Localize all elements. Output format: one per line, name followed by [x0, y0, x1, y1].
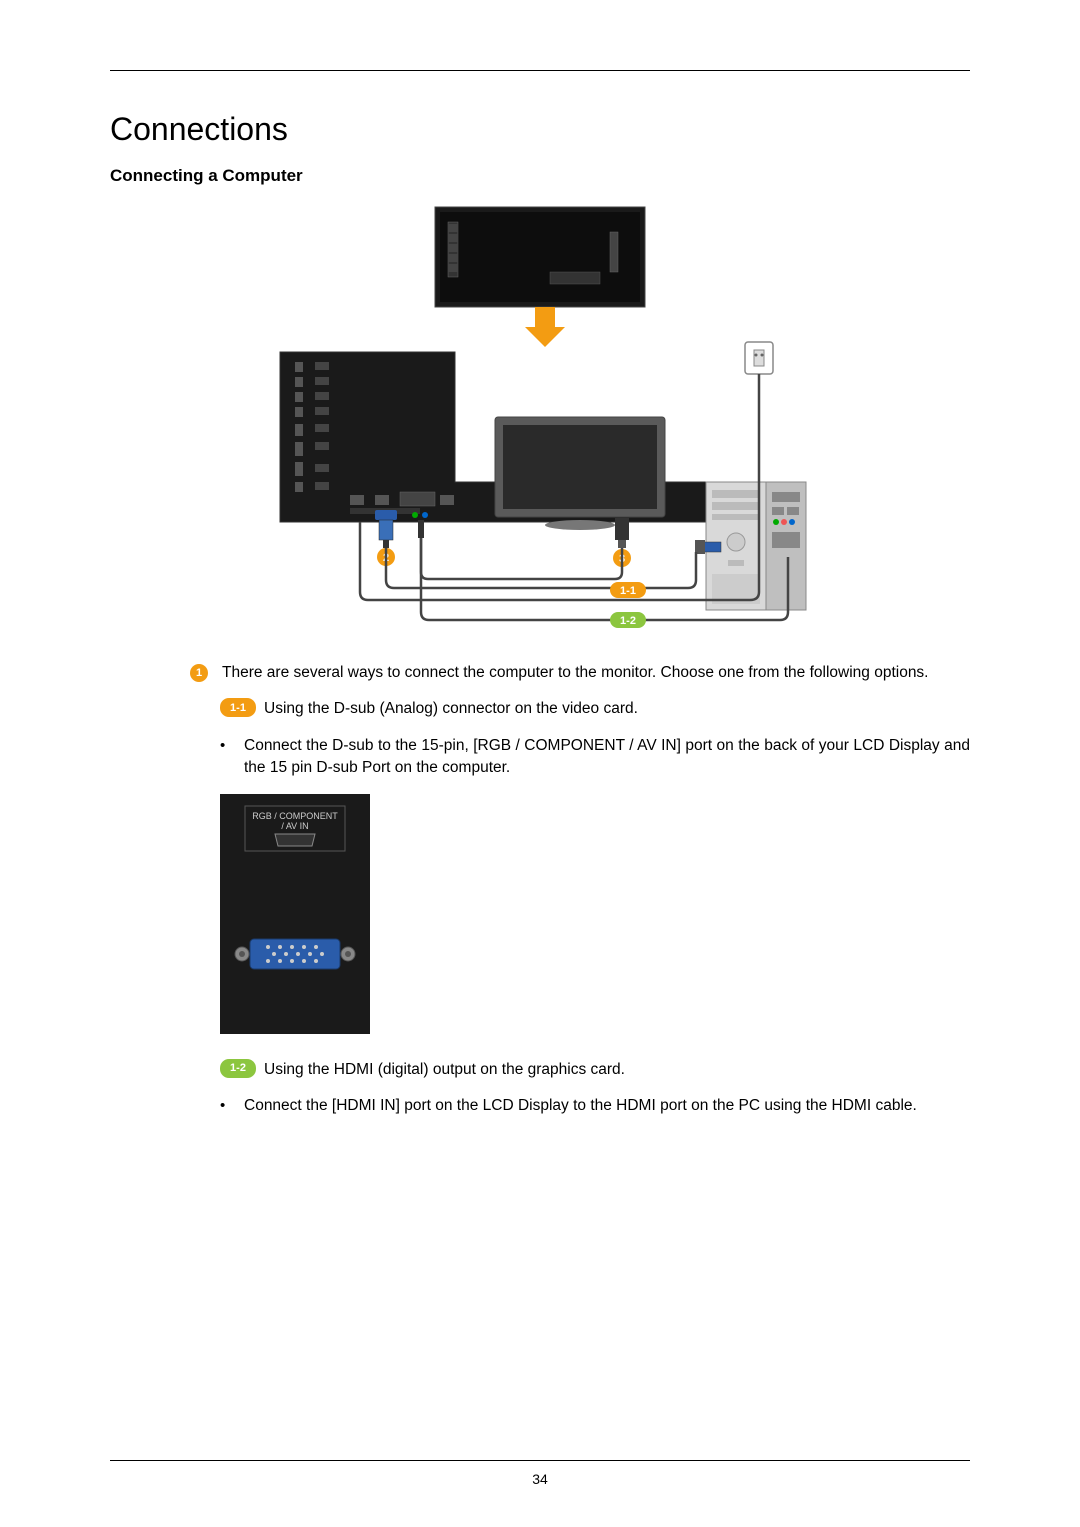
item-1-text: There are several ways to connect the co…	[222, 662, 929, 684]
sub-item-1-1: 1-1 Using the D-sub (Analog) connector o…	[220, 698, 970, 720]
bullet-2: • Connect the [HDMI IN] port on the LCD …	[220, 1095, 970, 1117]
bullet-2-text: Connect the [HDMI IN] port on the LCD Di…	[244, 1095, 917, 1117]
connection-diagram: 2 3	[110, 202, 970, 632]
page-footer: 34	[110, 1460, 970, 1487]
svg-text:RGB / COMPONENT: RGB / COMPONENT	[252, 811, 338, 821]
svg-text:1-1: 1-1	[620, 585, 636, 597]
sub-1-1-text: Using the D-sub (Analog) connector on th…	[264, 698, 638, 720]
content-area: 1 There are several ways to connect the …	[190, 662, 970, 1118]
svg-text:1-2: 1-2	[620, 615, 636, 627]
badge-1: 1	[190, 664, 208, 682]
page-title: Connections	[110, 111, 970, 148]
svg-text:/ AV IN: / AV IN	[281, 821, 308, 831]
top-rule	[110, 70, 970, 71]
sub-1-2-text: Using the HDMI (digital) output on the g…	[264, 1059, 625, 1081]
badge-1-2: 1-2	[220, 1059, 256, 1078]
bullet-dot: •	[220, 737, 232, 780]
page-number: 34	[110, 1471, 970, 1487]
badge-1-1: 1-1	[220, 698, 256, 717]
item-1: 1 There are several ways to connect the …	[190, 662, 970, 684]
port-svg: RGB / COMPONENT / AV IN	[220, 794, 370, 1034]
diagram-svg: 2 3	[260, 202, 820, 632]
sub-item-1-2: 1-2 Using the HDMI (digital) output on t…	[220, 1059, 970, 1081]
bullet-1-text: Connect the D-sub to the 15-pin, [RGB / …	[244, 735, 970, 780]
section-subtitle: Connecting a Computer	[110, 166, 970, 186]
port-closeup-diagram: RGB / COMPONENT / AV IN	[220, 794, 970, 1039]
bottom-rule	[110, 1460, 970, 1461]
bullet-dot: •	[220, 1097, 232, 1117]
bullet-1: • Connect the D-sub to the 15-pin, [RGB …	[220, 735, 970, 780]
